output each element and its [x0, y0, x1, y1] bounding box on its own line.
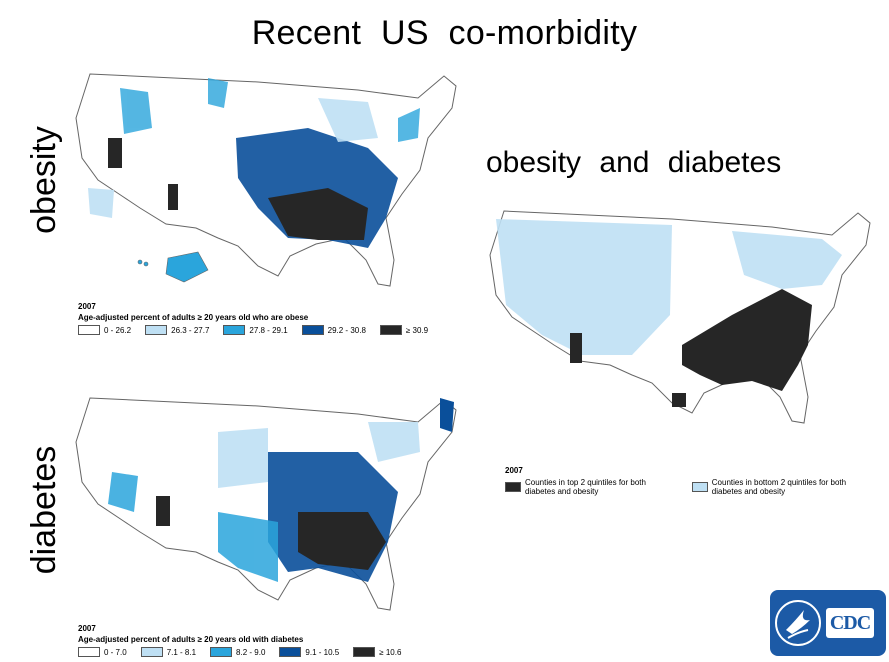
legend-swatch [353, 647, 376, 657]
legend-swatch [505, 482, 521, 492]
legend-item: 26.3 - 27.7 [145, 325, 209, 335]
legend-swatch [301, 325, 324, 335]
legend-swatch [379, 325, 402, 335]
top-quintile-region [570, 289, 812, 407]
legend-swatch [78, 325, 100, 335]
maine-highlight [440, 398, 454, 432]
diabetes-light-region [218, 422, 420, 488]
diabetes-county-map [75, 397, 457, 611]
legend-swatch [78, 647, 100, 657]
slide-title: Recent US co-morbidity [251, 14, 638, 52]
combined-legend: Counties in top 2 quintiles for both dia… [505, 478, 889, 496]
legend-item: ≥ 30.9 [379, 325, 428, 335]
cdc-wordmark: CDC [826, 608, 874, 638]
legend-item: 9.1 - 10.5 [279, 647, 339, 657]
obesity-highest-region [108, 138, 368, 240]
diabetes-legend-caption: Age-adjusted percent of adults ≥ 20 year… [78, 635, 304, 644]
combined-county-map [489, 210, 871, 424]
obesity-light-region [88, 98, 378, 218]
legend-swatch [279, 647, 302, 657]
bottom-quintile-region [496, 219, 842, 355]
diabetes-label: diabetes [25, 445, 63, 575]
obesity-mid-region [120, 78, 420, 142]
obesity-legend: 0 - 26.2 26.3 - 27.7 27.8 - 29.1 29.2 - … [78, 325, 442, 335]
alaska-hawaii-inset [137, 251, 209, 283]
cdc-logo: CDC [770, 590, 886, 656]
legend-item: 0 - 7.0 [78, 647, 127, 657]
legend-item: 8.2 - 9.0 [210, 647, 265, 657]
diabetes-legend-year: 2007 [78, 624, 96, 633]
obesity-label: obesity [25, 126, 63, 234]
obesity-legend-year: 2007 [78, 302, 96, 311]
legend-item: Counties in top 2 quintiles for both dia… [505, 478, 678, 496]
obesity-county-map [75, 73, 457, 287]
legend-item: 7.1 - 8.1 [140, 647, 196, 657]
legend-swatch [140, 647, 163, 657]
legend-item: ≥ 10.6 [353, 647, 401, 657]
legend-item: Counties in bottom 2 quintiles for both … [691, 478, 875, 496]
legend-item: 29.2 - 30.8 [301, 325, 366, 335]
diabetes-highest-region [156, 496, 386, 570]
obesity-legend-caption: Age-adjusted percent of adults ≥ 20 year… [78, 313, 309, 322]
legend-swatch [223, 325, 246, 335]
hhs-eagle-icon [775, 600, 821, 646]
legend-swatch [145, 325, 168, 335]
legend-item: 0 - 26.2 [78, 325, 131, 335]
diabetes-mid-region [108, 472, 278, 582]
combined-legend-year: 2007 [505, 466, 523, 475]
diabetes-legend: 0 - 7.0 7.1 - 8.1 8.2 - 9.0 9.1 - 10.5 ≥… [78, 647, 415, 657]
legend-item: 27.8 - 29.1 [223, 325, 288, 335]
combined-map-title: obesity and diabetes [486, 146, 782, 179]
legend-swatch [210, 647, 233, 657]
legend-swatch [691, 482, 708, 492]
